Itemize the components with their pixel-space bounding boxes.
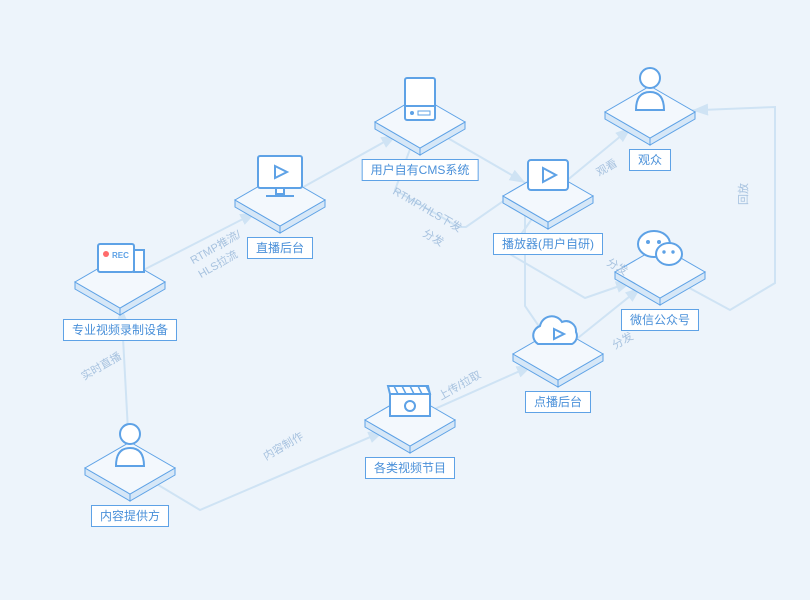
tile-player xyxy=(503,170,593,229)
tile-programs xyxy=(365,394,455,453)
edge-label: RTMP推流/ HLS拉流 xyxy=(187,226,252,282)
diagram-stage: REC 实时直播 RTMP推流/ HLS拉流 RTMP/HLS下发 观看分发内容制作 上… xyxy=(0,0,810,600)
edge-label: RTMP/HLS下发 xyxy=(390,183,465,236)
node-label: 播放器(用户自研) xyxy=(493,233,603,255)
edge-label: 观看 xyxy=(593,155,620,180)
node-label: 观众 xyxy=(629,149,671,171)
person-icon xyxy=(636,68,664,110)
edge-label: 分发 xyxy=(420,225,447,250)
tile-vod xyxy=(513,328,603,387)
node-cms: 用户自有CMS系统 xyxy=(362,157,479,181)
node-provider: 内容提供方 xyxy=(91,503,169,527)
edge-label: 上传/拉取 xyxy=(435,366,484,403)
node-label: 内容提供方 xyxy=(91,505,169,527)
node-programs: 各类视频节目 xyxy=(365,455,455,479)
node-vod: 点播后台 xyxy=(525,389,591,413)
node-audience: 观众 xyxy=(629,147,671,171)
wechat-icon xyxy=(638,231,682,265)
recorder-icon: REC xyxy=(98,244,144,272)
node-label: 微信公众号 xyxy=(621,309,699,331)
node-recorder: 专业视频录制设备 xyxy=(63,317,177,341)
server-icon xyxy=(405,78,435,120)
node-label: 直播后台 xyxy=(247,237,313,259)
svg-text:REC: REC xyxy=(112,251,129,260)
tile-provider xyxy=(85,442,175,501)
node-liveback: 直播后台 xyxy=(247,235,313,259)
cloud-icon xyxy=(533,316,577,344)
node-label: 点播后台 xyxy=(525,391,591,413)
tile-recorder xyxy=(75,256,165,315)
edge-label: 分发 xyxy=(604,254,631,279)
person-icon xyxy=(116,424,144,466)
tile-audience xyxy=(605,86,695,145)
node-label: 用户自有CMS系统 xyxy=(362,159,479,181)
edge-label: 分发 xyxy=(609,328,636,353)
node-label: 专业视频录制设备 xyxy=(63,319,177,341)
clapper-icon xyxy=(388,386,430,416)
tile-liveback xyxy=(235,174,325,233)
playcard-icon xyxy=(528,160,568,190)
monitor-icon xyxy=(258,156,302,196)
node-label: 各类视频节目 xyxy=(365,457,455,479)
tile-cms xyxy=(375,96,465,155)
tile-wechat xyxy=(615,246,705,305)
edge-label: 实时直播 xyxy=(78,348,124,384)
edge-label: 内容制作 xyxy=(260,428,306,464)
edge-label: 回放 xyxy=(735,183,751,205)
node-wechat: 微信公众号 xyxy=(621,307,699,331)
node-player: 播放器(用户自研) xyxy=(493,231,603,255)
